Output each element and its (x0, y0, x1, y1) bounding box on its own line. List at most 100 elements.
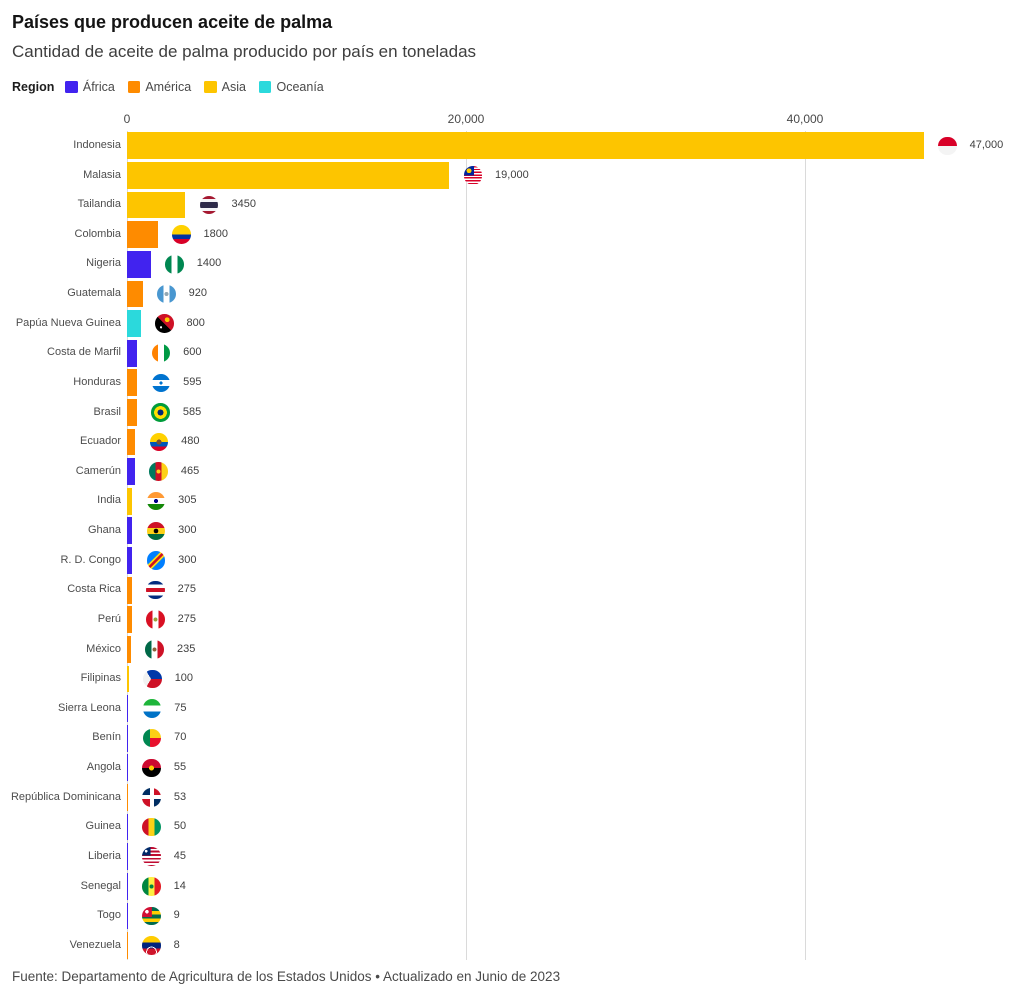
chart-subtitle: Cantidad de aceite de palma producido po… (12, 42, 477, 61)
flag-icon-liberia (142, 847, 161, 866)
table-row: Papúa Nueva Guinea 800 (0, 309, 1024, 339)
plot-area: Indonesia 47,000 Malasia 19,000 Tailandi… (0, 131, 1024, 961)
legend-label: África (82, 80, 115, 94)
table-row: Ghana 300 (0, 516, 1024, 546)
flag-icon-tailandia (199, 195, 219, 215)
value-label: 300 (178, 524, 197, 537)
bar-brasil[interactable] (127, 398, 137, 426)
legend-swatch (65, 80, 78, 94)
bar-papua-nueva-guinea[interactable] (127, 310, 141, 337)
country-label: Liberia (87, 849, 121, 862)
bar-peru[interactable] (127, 606, 132, 634)
table-row: Venezuela 8 (0, 931, 1024, 961)
table-row: Costa Rica 275 (0, 575, 1024, 605)
bar-angola[interactable] (127, 754, 128, 782)
table-row: Benín 70 (0, 723, 1024, 753)
value-label: 235 (176, 642, 196, 655)
country-label: Sierra Leona (58, 701, 121, 714)
bar-liberia[interactable] (127, 843, 128, 871)
value-label: 1800 (203, 227, 228, 240)
table-row: India 305 (0, 486, 1024, 516)
bar-filipinas[interactable] (127, 665, 129, 693)
country-label: Benín (92, 731, 121, 744)
bar-ghana[interactable] (127, 517, 133, 545)
country-label: Camerún (75, 464, 121, 477)
bar-guinea[interactable] (127, 813, 128, 841)
x-axis-tick: 20,000 (447, 112, 485, 126)
bar-republica-dominicana[interactable] (127, 784, 128, 811)
value-label: 14 (173, 879, 186, 892)
country-label: Colombia (74, 227, 121, 240)
bar-mexico[interactable] (127, 635, 131, 663)
value-label: 1400 (196, 257, 222, 270)
table-row: Colombia 1800 (0, 220, 1024, 250)
bar-benin[interactable] (127, 724, 129, 752)
gridline (465, 131, 467, 961)
flag-icon-colombia (172, 225, 191, 244)
bar-rd-congo[interactable] (127, 547, 133, 574)
bar-nigeria[interactable] (127, 250, 151, 278)
value-label: 75 (174, 701, 187, 714)
table-row: Indonesia 47,000 (0, 131, 1024, 161)
bar-guatemala[interactable] (127, 280, 143, 308)
bar-honduras[interactable] (127, 369, 138, 397)
country-label: Angola (86, 761, 121, 774)
bar-sierra-leona[interactable] (127, 695, 129, 722)
value-label: 480 (181, 435, 200, 448)
flag-icon-venezuela (142, 936, 161, 955)
legend-item-3[interactable]: Oceanía (258, 80, 324, 94)
bar-togo[interactable] (127, 902, 128, 930)
flag-icon-guinea (142, 817, 161, 837)
flag-icon-ghana (146, 521, 166, 541)
table-row: Togo 9 (0, 901, 1024, 931)
bar-camerun[interactable] (127, 458, 135, 486)
flag-icon-costa-de-marfil (151, 343, 171, 363)
x-axis-tick: 40,000 (786, 112, 824, 126)
legend-item-2[interactable]: Asia (204, 80, 246, 94)
country-label: Perú (97, 612, 121, 625)
flag-icon-angola (142, 758, 161, 778)
table-row: Honduras 595 (0, 368, 1024, 398)
bar-venezuela[interactable] (127, 932, 128, 959)
table-row: Nigeria 1400 (0, 249, 1024, 279)
value-label: 920 (188, 287, 207, 300)
chart-title: Países que producen aceite de palma (12, 12, 333, 32)
table-row: Angola 55 (0, 753, 1024, 783)
table-row: R. D. Congo 300 (0, 546, 1024, 576)
bar-tailandia[interactable] (127, 191, 186, 219)
table-row: Guinea 50 (0, 812, 1024, 842)
legend-label: América (145, 80, 192, 94)
bar-colombia[interactable] (127, 221, 158, 249)
bar-costa-de-marfil[interactable] (127, 339, 138, 367)
bar-costa-rica[interactable] (127, 576, 132, 604)
value-label: 9 (173, 909, 180, 922)
value-label: 3450 (231, 198, 256, 211)
value-label: 47,000 (969, 139, 1004, 151)
country-label: Tailandia (77, 198, 121, 211)
table-row: Perú 275 (0, 605, 1024, 635)
bar-ecuador[interactable] (127, 428, 136, 456)
flag-icon-camerun (149, 462, 168, 481)
value-label: 305 (178, 494, 197, 507)
country-label: República Dominicana (10, 790, 121, 803)
flag-icon-republica-dominicana (142, 788, 161, 807)
bar-senegal[interactable] (127, 872, 128, 900)
country-label: Filipinas (80, 672, 121, 685)
legend-item-0[interactable]: África (65, 80, 115, 94)
flag-icon-mexico (145, 640, 164, 659)
x-axis: 0 20,000 40,000 (0, 112, 1024, 128)
value-label: 465 (180, 464, 200, 477)
country-label: Honduras (73, 375, 121, 388)
flag-icon-peru (146, 610, 165, 629)
country-label: Malasia (83, 168, 121, 181)
bar-indonesia[interactable] (127, 132, 924, 160)
bar-malasia[interactable] (127, 162, 450, 189)
flag-icon-guatemala (157, 284, 176, 304)
value-label: 600 (183, 346, 202, 359)
country-label: Nigeria (86, 257, 121, 270)
legend-item-1[interactable]: América (127, 80, 192, 94)
country-label: India (97, 494, 121, 507)
bar-india[interactable] (127, 487, 133, 515)
table-row: Tailandia 3450 (0, 190, 1024, 220)
